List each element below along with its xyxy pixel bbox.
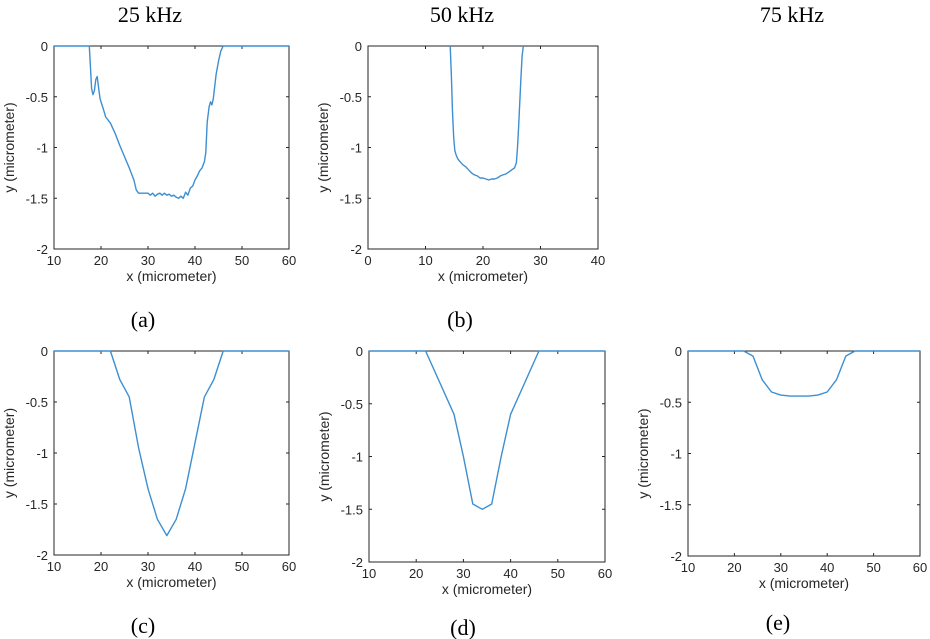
- y-tick-label: 0: [41, 344, 48, 359]
- y-tick-label: -0.5: [26, 90, 48, 105]
- x-axis-label: x (micrometer): [759, 575, 849, 591]
- y-tick-label: -1: [36, 141, 48, 156]
- y-axis-label: y (micrometer): [1, 408, 17, 498]
- y-axis-label: y (micrometer): [316, 411, 332, 501]
- y-tick-label: -2: [36, 242, 48, 257]
- x-axis-label: x (micrometer): [438, 268, 528, 284]
- x-tick-label: 60: [913, 560, 927, 575]
- x-tick-label: 50: [551, 566, 565, 581]
- column-header-25khz: 25 kHz: [118, 2, 182, 27]
- x-tick-label: 50: [235, 253, 249, 268]
- x-tick-label: 60: [598, 566, 612, 581]
- y-tick-label: -0.5: [660, 395, 682, 410]
- x-tick-label: 40: [591, 253, 605, 268]
- y-tick-label: -1.5: [341, 502, 363, 517]
- column-header-75khz: 75 kHz: [760, 2, 824, 27]
- y-tick-label: 0: [41, 39, 48, 54]
- x-tick-label: 30: [533, 253, 547, 268]
- x-tick-label: 30: [141, 559, 155, 574]
- y-tick-label: 0: [356, 344, 363, 359]
- y-tick-label: -1.5: [340, 191, 362, 206]
- y-axis-label: y (micrometer): [315, 102, 331, 192]
- plot-frame: [53, 45, 290, 250]
- x-tick-label: 10: [47, 253, 61, 268]
- x-tick-label: 20: [476, 253, 490, 268]
- panel-c: 10 20 30 40 50 60 0 -0.5 -1 -1.5 -2 x (micrometer) y…: [1, 344, 296, 638]
- y-tick-label: -1.5: [26, 497, 48, 512]
- y-tick-label: -1.5: [26, 191, 48, 206]
- x-tick-label: 20: [727, 560, 741, 575]
- plot-frame: [368, 350, 606, 563]
- series-line: [688, 350, 920, 397]
- column-header-50khz: 50 kHz: [430, 2, 494, 27]
- y-tick-label: 0: [355, 39, 362, 54]
- plot-frame: [367, 45, 599, 250]
- x-tick-label: 40: [188, 253, 202, 268]
- x-axis-label: x (micrometer): [126, 574, 216, 590]
- x-tick-label: 40: [188, 559, 202, 574]
- panel-label: (e): [766, 610, 790, 635]
- y-tick-label: -0.5: [341, 397, 363, 412]
- y-tick-label: -1: [36, 446, 48, 461]
- plot-frame: [53, 350, 290, 556]
- x-axis-label: x (micrometer): [442, 581, 532, 597]
- x-tick-label: 20: [94, 559, 108, 574]
- panel-a: 10 20 30 40 50 60 0 -0.5 -1 -1.5 -2 x (micrometer) y…: [1, 39, 296, 332]
- x-tick-label: 60: [282, 559, 296, 574]
- x-tick-label: 20: [94, 253, 108, 268]
- y-tick-label: -2: [670, 549, 682, 564]
- x-tick-label: 20: [409, 566, 423, 581]
- x-tick-label: 40: [503, 566, 517, 581]
- y-tick-label: 0: [675, 344, 682, 359]
- series-line: [369, 350, 605, 510]
- y-tick-label: -2: [351, 555, 363, 570]
- x-tick-label: 30: [774, 560, 788, 575]
- x-tick-label: 60: [282, 253, 296, 268]
- y-axis-label: y (micrometer): [1, 102, 17, 192]
- plot-frame: [687, 350, 921, 557]
- y-tick-label: -2: [36, 548, 48, 563]
- panel-label: (a): [131, 307, 155, 332]
- y-tick-label: -0.5: [340, 90, 362, 105]
- x-tick-label: 10: [362, 566, 376, 581]
- series-line: [449, 45, 524, 181]
- x-tick-label: 10: [418, 253, 432, 268]
- x-tick-label: 50: [235, 559, 249, 574]
- x-tick-label: 10: [47, 559, 61, 574]
- series-line: [54, 350, 289, 537]
- panel-d: 10 20 30 40 50 60 0 -0.5 -1 -1.5 -2 x (micrometer) y…: [316, 344, 612, 639]
- y-tick-label: -1: [351, 450, 363, 465]
- panel-e: 10 20 30 40 50 60 0 -0.5 -1 -1.5 -2 x (micrometer) y…: [635, 344, 927, 635]
- panel-label: (d): [450, 615, 476, 639]
- panel-b: 0 10 20 30 40 0 -0.5 -1 -1.5 -2 x (micrometer) y (m…: [315, 39, 605, 332]
- x-tick-label: 30: [456, 566, 470, 581]
- y-tick-label: -2: [350, 242, 362, 257]
- y-tick-label: -1: [350, 141, 362, 156]
- x-tick-label: 0: [364, 253, 371, 268]
- x-tick-label: 30: [141, 253, 155, 268]
- series-line: [54, 45, 289, 200]
- y-tick-label: -1.5: [660, 498, 682, 513]
- x-tick-label: 40: [820, 560, 834, 575]
- y-tick-label: -1: [670, 447, 682, 462]
- panel-label: (b): [447, 307, 473, 332]
- x-tick-label: 50: [866, 560, 880, 575]
- panel-label: (c): [131, 613, 155, 638]
- x-axis-label: x (micrometer): [126, 268, 216, 284]
- y-axis-label: y (micrometer): [635, 408, 651, 498]
- x-tick-label: 10: [681, 560, 695, 575]
- y-tick-label: -0.5: [26, 395, 48, 410]
